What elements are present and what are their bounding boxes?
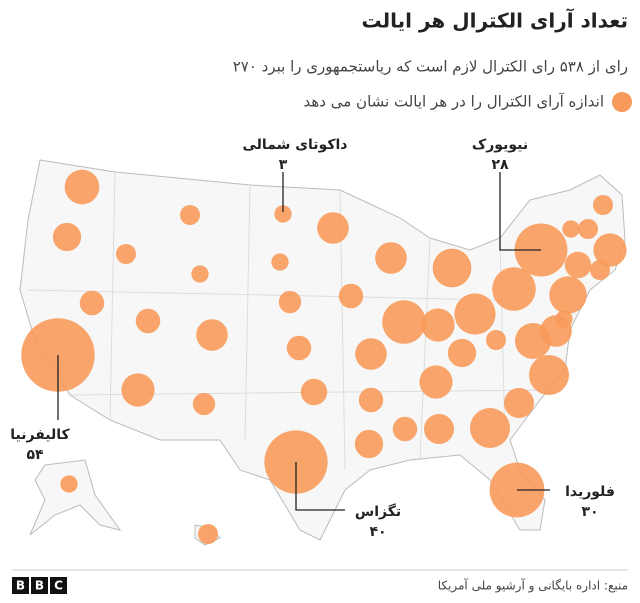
bubble	[278, 290, 302, 314]
bubble	[354, 429, 384, 459]
bubble	[492, 267, 536, 311]
bubble	[504, 388, 534, 418]
bubble	[79, 290, 105, 316]
bubble	[590, 260, 610, 280]
legend-dot	[612, 92, 632, 112]
state-value: ۵۴	[26, 447, 44, 463]
bubble	[529, 355, 569, 395]
legend-text: اندازه آرای الکترال را در هر ایالت نشان …	[304, 93, 604, 111]
bubble	[338, 283, 364, 309]
state-name: داکوتای شمالی	[243, 137, 348, 153]
bubble	[564, 251, 592, 279]
bubble	[60, 475, 78, 493]
state-name: تگزاس	[355, 503, 401, 520]
subtitle: ۲۷۰ رای از ۵۳۸ رای الکترال لازم است که ر…	[233, 58, 628, 76]
state-name: کالیفرنیا	[10, 427, 70, 443]
bubble	[191, 265, 209, 283]
state-value: ۳۰	[581, 504, 598, 520]
state-value: ۴۰	[369, 524, 386, 540]
state-value: ۳	[279, 157, 288, 173]
bubble	[432, 248, 472, 288]
bubble	[116, 244, 136, 264]
bubble	[419, 365, 453, 399]
bubble	[274, 205, 292, 223]
bubble	[578, 219, 598, 239]
bubble	[593, 233, 627, 267]
bubble	[192, 392, 216, 416]
bubble	[121, 373, 155, 407]
logo-box	[12, 577, 29, 594]
bubble	[375, 242, 407, 274]
bubble	[549, 276, 587, 314]
title: تعداد آرای الکترال هر ایالت	[361, 8, 628, 33]
bubble	[382, 300, 426, 344]
state-name: نیویورک	[472, 137, 528, 153]
bubble	[486, 330, 506, 350]
bubble	[198, 524, 218, 544]
bubble	[392, 416, 418, 442]
bubble	[196, 319, 228, 351]
bubble	[52, 222, 82, 252]
bubble	[64, 169, 100, 205]
logo-box	[31, 577, 48, 594]
source: منبع: اداره بایگانی و آرشیو ملی آمریکا	[438, 578, 628, 594]
bubble	[300, 378, 328, 406]
bubble	[470, 408, 510, 448]
bubble	[180, 205, 200, 225]
bubble	[355, 338, 387, 370]
logo-letter: B	[16, 579, 25, 593]
bubble	[421, 308, 455, 342]
bubble	[271, 253, 289, 271]
bubble	[447, 338, 477, 368]
leader-lines	[57, 172, 550, 511]
bubble	[562, 220, 580, 238]
bubble	[540, 315, 572, 347]
logo-letter: B	[35, 579, 44, 593]
bubble	[454, 293, 496, 335]
logo-letter: C	[54, 579, 63, 593]
state-value: ۲۸	[491, 157, 509, 173]
bubble	[286, 335, 312, 361]
state-name: فلوریدا	[565, 484, 615, 500]
bubble	[317, 212, 349, 244]
bubble	[135, 308, 161, 334]
bubble	[424, 414, 454, 444]
logo-box	[50, 577, 67, 594]
bubble	[358, 387, 384, 413]
bubble	[593, 195, 613, 215]
